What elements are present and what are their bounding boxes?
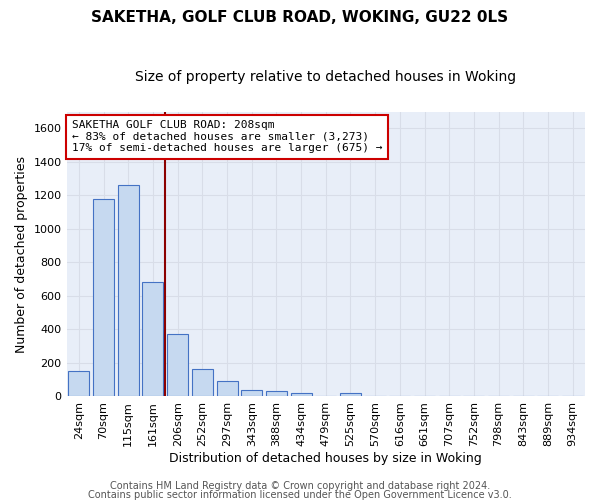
Bar xyxy=(217,382,238,396)
Bar xyxy=(241,390,262,396)
Bar xyxy=(290,393,311,396)
Text: SAKETHA GOLF CLUB ROAD: 208sqm
← 83% of detached houses are smaller (3,273)
17% : SAKETHA GOLF CLUB ROAD: 208sqm ← 83% of … xyxy=(72,120,382,154)
Bar xyxy=(142,282,163,397)
Text: Contains HM Land Registry data © Crown copyright and database right 2024.: Contains HM Land Registry data © Crown c… xyxy=(110,481,490,491)
Bar xyxy=(118,186,139,396)
Text: SAKETHA, GOLF CLUB ROAD, WOKING, GU22 0LS: SAKETHA, GOLF CLUB ROAD, WOKING, GU22 0L… xyxy=(91,10,509,25)
Bar xyxy=(340,393,361,396)
Text: Contains public sector information licensed under the Open Government Licence v3: Contains public sector information licen… xyxy=(88,490,512,500)
Bar xyxy=(93,198,114,396)
Y-axis label: Number of detached properties: Number of detached properties xyxy=(15,156,28,352)
Title: Size of property relative to detached houses in Woking: Size of property relative to detached ho… xyxy=(135,70,517,84)
Bar xyxy=(167,334,188,396)
Bar xyxy=(68,372,89,396)
Bar xyxy=(192,369,213,396)
Bar xyxy=(266,392,287,396)
X-axis label: Distribution of detached houses by size in Woking: Distribution of detached houses by size … xyxy=(169,452,482,465)
